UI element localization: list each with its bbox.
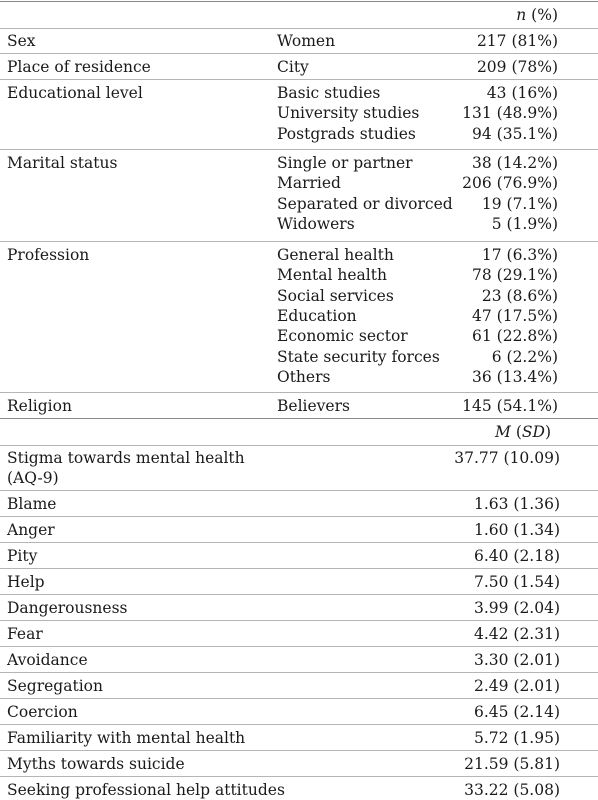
scale-value: 5.72 (1.95): [473, 729, 560, 747]
item-value: 78 (29.1%): [472, 266, 558, 285]
item-label: Mental health: [277, 266, 387, 285]
sd-header: SD: [521, 423, 545, 441]
item-label: Education: [277, 306, 357, 325]
item-value: 5 (1.9%): [491, 214, 558, 233]
scale-label: Dangerousness: [7, 599, 128, 617]
row-divider: [0, 646, 598, 647]
item-value: 209 (78%): [476, 58, 558, 76]
scale-label: Segregation: [7, 677, 103, 695]
row-divider: [0, 672, 598, 673]
scale-value: 33.22 (5.08): [464, 781, 560, 799]
scale-value: 1.63 (1.36): [473, 495, 560, 513]
category-label: Marital status: [7, 154, 118, 172]
item-value: 23 (8.6%): [481, 286, 558, 305]
scale-value: 4.42 (2.31): [473, 625, 560, 643]
item-value: 17 (6.3%): [481, 246, 558, 264]
item-label: University studies: [277, 104, 420, 123]
row-divider: [0, 516, 598, 517]
item-label: City: [277, 58, 309, 76]
scale-value: 21.59 (5.81): [464, 755, 560, 773]
row-divider: [0, 241, 598, 242]
item-value: 217 (81%): [476, 32, 558, 50]
item-label: Married: [277, 174, 341, 193]
scale-label: Myths towards suicide: [7, 755, 185, 773]
category-label: Profession: [7, 246, 90, 264]
scale-value: 3.30 (2.01): [473, 651, 560, 669]
table-top-rule: [0, 1, 598, 2]
scale-value: 2.49 (2.01): [473, 677, 560, 695]
item-value: 47 (17.5%): [472, 306, 558, 325]
pct-header: (%): [526, 6, 558, 24]
item-label: Women: [277, 32, 336, 50]
item-label: Basic studies: [277, 84, 381, 102]
scale-label: Coercion: [7, 703, 78, 721]
category-label: Sex: [7, 32, 36, 50]
header-rule-2: [0, 445, 598, 446]
row-divider: [0, 776, 598, 777]
item-label: Single or partner: [277, 154, 413, 172]
category-label: Place of residence: [7, 58, 151, 76]
row-divider: [0, 620, 598, 621]
scale-value: 7.50 (1.54): [473, 573, 560, 591]
item-value: 206 (76.9%): [462, 174, 558, 193]
item-value: 43 (16%): [486, 84, 558, 102]
scale-value: 6.45 (2.14): [473, 703, 560, 721]
row-divider: [0, 724, 598, 725]
row-divider: [0, 698, 598, 699]
item-label: Believers: [277, 397, 350, 415]
scale-label: Anger: [7, 521, 55, 539]
item-value: 19 (7.1%): [481, 194, 558, 213]
item-label: State security forces: [277, 347, 440, 366]
item-value: 36 (13.4%): [472, 367, 558, 386]
header-rule-1: [0, 28, 598, 29]
item-label: Postgrads studies: [277, 124, 416, 143]
scales-header: M (SD): [495, 422, 551, 442]
row-divider: [0, 79, 598, 80]
item-value: 145 (54.1%): [462, 397, 558, 415]
scale-value: 1.60 (1.34): [473, 521, 560, 539]
item-label: Widowers: [277, 214, 355, 233]
scale-value: 37.77 (10.09): [454, 449, 560, 467]
scale-label: Blame: [7, 495, 57, 513]
n-header: n: [516, 6, 527, 24]
scale-label: Pity: [7, 547, 38, 565]
row-divider: [0, 542, 598, 543]
row-divider: [0, 490, 598, 491]
scale-label: Stigma towards mental health (AQ-9): [7, 449, 245, 487]
scale-label: Familiarity with mental health: [7, 729, 246, 747]
scale-value: 3.99 (2.04): [473, 599, 560, 617]
scale-label: Avoidance: [7, 651, 88, 669]
item-label: General health: [277, 246, 394, 264]
row-divider: [0, 750, 598, 751]
row-divider: [0, 392, 598, 393]
scale-value: 6.40 (2.18): [473, 547, 560, 565]
item-value: 6 (2.2%): [491, 347, 558, 366]
row-divider: [0, 149, 598, 150]
m-header: M: [495, 423, 511, 441]
item-value: 94 (35.1%): [472, 124, 558, 143]
sd-open: (: [510, 423, 522, 441]
item-label: Social services: [277, 286, 394, 305]
scale-label: Seeking professional help attitudes: [7, 781, 285, 799]
section-rule: [0, 418, 598, 419]
row-divider: [0, 53, 598, 54]
item-value: 131 (48.9%): [462, 104, 558, 123]
item-value: 38 (14.2%): [472, 154, 558, 172]
category-label: Educational level: [7, 84, 143, 102]
row-divider: [0, 594, 598, 595]
scale-label: Fear: [7, 625, 43, 643]
item-value: 61 (22.8%): [472, 327, 558, 346]
item-label: Separated or divorced: [277, 194, 453, 213]
demographics-header: n (%): [516, 5, 558, 25]
category-label: Religion: [7, 397, 72, 415]
row-divider: [0, 568, 598, 569]
item-label: Others: [277, 367, 331, 386]
sd-close: ): [544, 423, 551, 441]
item-label: Economic sector: [277, 327, 408, 346]
scale-label: Help: [7, 573, 45, 591]
